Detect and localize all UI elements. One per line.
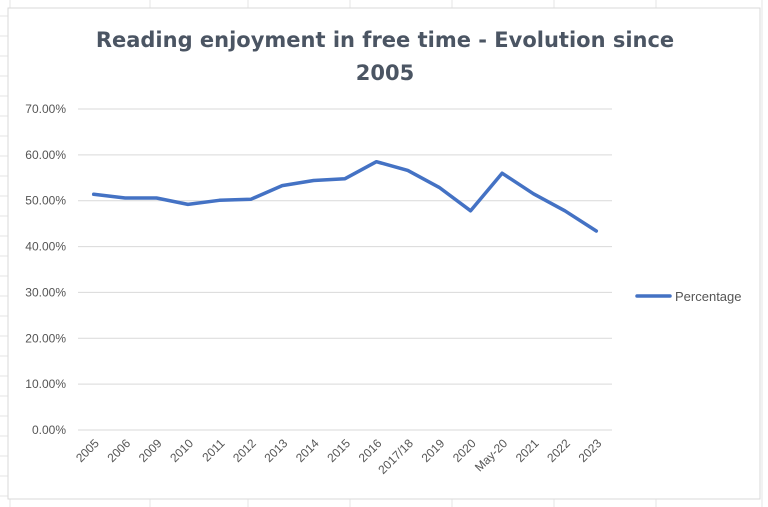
y-tick-label: 30.00% — [25, 285, 66, 299]
legend-label: Percentage — [675, 289, 742, 304]
data-point — [501, 172, 503, 174]
data-point — [124, 197, 126, 199]
data-point — [250, 198, 252, 200]
data-point — [156, 197, 158, 199]
gridlines — [78, 108, 612, 431]
data-point — [407, 169, 409, 171]
y-tick-label: 10.00% — [25, 377, 66, 391]
data-point — [564, 210, 566, 212]
data-point — [187, 203, 189, 205]
data-point — [281, 185, 283, 187]
data-point — [532, 193, 534, 195]
legend: Percentage — [635, 289, 742, 304]
chart-title-line-2: 2005 — [356, 61, 414, 85]
chart-title-line-1: Reading enjoyment in free time - Evoluti… — [96, 28, 674, 52]
y-tick-label: 0.00% — [32, 423, 66, 437]
data-point — [218, 199, 220, 201]
y-tick-label: 40.00% — [25, 240, 66, 254]
data-point — [375, 161, 377, 163]
data-point — [344, 178, 346, 180]
data-point — [595, 230, 597, 232]
data-point — [313, 180, 315, 182]
series-layer — [91, 159, 599, 233]
y-tick-label: 20.00% — [25, 331, 66, 345]
y-tick-label: 70.00% — [25, 102, 66, 116]
y-tick-label: 60.00% — [25, 148, 66, 162]
data-point — [438, 186, 440, 188]
data-point — [470, 210, 472, 212]
chart-area — [7, 7, 761, 500]
y-tick-label: 50.00% — [25, 194, 66, 208]
y-axis-tick-labels: 0.00% 10.00% 20.00% 30.00% 40.00% 50.00% 60.00… — [25, 102, 66, 437]
data-point — [93, 193, 95, 195]
